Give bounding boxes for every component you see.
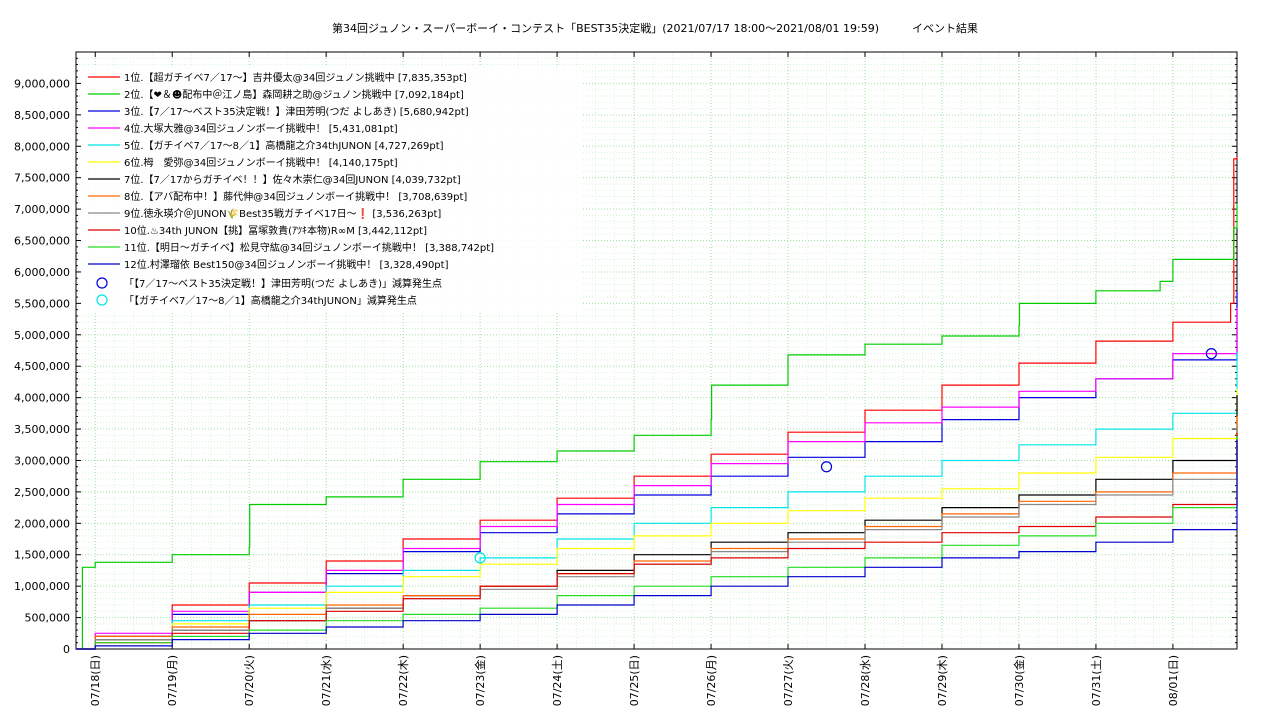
marker-point <box>1205 348 1217 360</box>
y-tick-label: 0 <box>63 643 70 656</box>
legend-background <box>82 66 582 312</box>
x-tick-label: 07/28(水) <box>859 655 872 706</box>
y-tick-label: 1,000,000 <box>14 580 70 593</box>
legend-label: 10位.♨34th JUNON【挑】冨塚敦貴(ｱﾂｷ本物)R∞M [3,442,… <box>124 224 427 237</box>
y-tick-label: 4,000,000 <box>14 392 70 405</box>
legend-label: 6位.栂 愛弥@34回ジュノンボーイ挑戦中！ [4,140,175pt] <box>124 156 398 169</box>
y-tick-label: 8,500,000 <box>14 109 70 122</box>
legend-label: 2位.【❤＆☻配布中＠江ノ島】森岡耕之助@ジュノン挑戦中 [7,092,184p… <box>124 88 464 101</box>
x-tick-label: 07/23(金) <box>473 655 487 706</box>
series-line <box>76 439 1238 650</box>
legend-label: 11位.【明日〜ガチイベ】松見守紘@34回ジュノンボーイ挑戦中！ [3,388,… <box>124 241 494 254</box>
x-tick-label: 07/21(水) <box>320 655 333 706</box>
y-tick-label: 6,000,000 <box>14 266 70 279</box>
y-tick-label: 3,500,000 <box>14 423 70 436</box>
legend-marker <box>96 277 108 289</box>
x-tick-label: 07/29(木) <box>936 655 949 706</box>
x-tick-label: 08/01(日) <box>1167 655 1180 706</box>
x-tick-label: 07/18(日) <box>89 655 102 706</box>
marker-point <box>474 552 486 564</box>
legend-label: 9位.徳永瑛介＠JUNON🌾Best35戦ガチイベ17日〜❗ [3,536,26… <box>124 207 441 220</box>
x-tick-label: 07/22(木) <box>397 655 410 706</box>
x-tick-label: 07/27(火) <box>782 655 795 706</box>
legend-label: 「【ガチイベ7／17〜8／1】高橋龍之介34thJUNON」減算発生点 <box>124 294 417 307</box>
x-tick-label: 07/30(金) <box>1012 655 1026 706</box>
legend-label: 12位.村澤瑠依 Best150@34回ジュノンボーイ挑戦中！ [3,328,4… <box>124 258 449 271</box>
series-line <box>76 351 1238 650</box>
y-tick-label: 7,500,000 <box>14 172 70 185</box>
x-tick-label: 07/25(日) <box>628 655 641 706</box>
series-line <box>76 307 1238 650</box>
y-tick-label: 9,000,000 <box>14 77 70 90</box>
y-tick-label: 4,500,000 <box>14 360 70 373</box>
chart-title: 第34回ジュノン・スーパーボーイ・コンテスト「BEST35決定戦」(2021/0… <box>331 22 979 35</box>
legend-label: 7位.【7／17からガチイベ！！】佐々木崇仁@34回JUNON [4,039,7… <box>124 173 461 186</box>
y-tick-label: 7,000,000 <box>14 203 70 216</box>
legend-label: 1位.【超ガチイベ7／17〜】吉井優太@34回ジュノン挑戦中 [7,835,35… <box>124 71 467 84</box>
y-tick-label: 500,000 <box>25 612 71 625</box>
legend: 1位.【超ガチイベ7／17〜】吉井優太@34回ジュノン挑戦中 [7,835,35… <box>88 71 494 307</box>
y-tick-label: 1,500,000 <box>14 549 70 562</box>
marker-point <box>820 461 833 473</box>
series-line <box>76 203 1238 650</box>
y-tick-label: 6,500,000 <box>14 235 70 248</box>
legend-label: 5位.【ガチイベ7／17〜8／1】高橋龍之介34thJUNON [4,727,2… <box>124 139 444 152</box>
series-line <box>76 156 1238 650</box>
x-tick-label: 07/19(月) <box>166 655 179 706</box>
y-tick-label: 5,000,000 <box>14 329 70 342</box>
legend-label: 4位.大塚大雅@34回ジュノンボーイ挑戦中！ [5,431,081pt] <box>124 122 398 135</box>
y-tick-label: 2,500,000 <box>14 486 70 499</box>
legend-marker <box>96 294 108 306</box>
series-line <box>76 432 1238 650</box>
legend-label: 3位.【7／17〜ベスト35決定戦！】津田芳明(つだ よしあき) [5,680,… <box>124 105 469 118</box>
y-tick-label: 3,000,000 <box>14 454 70 467</box>
y-tick-label: 2,000,000 <box>14 517 70 530</box>
legend-label: 8位.【アバ配布中！】藤代伸@34回ジュノンボーイ挑戦中！ [3,708,639… <box>124 190 467 203</box>
x-tick-label: 07/20(火) <box>243 655 256 706</box>
x-tick-label: 07/26(月) <box>705 655 718 706</box>
x-tick-label: 07/24(土) <box>551 655 564 706</box>
x-tick-label: 07/31(土) <box>1090 655 1103 706</box>
legend-label: 「【7／17〜ベスト35決定戦！】津田芳明(つだ よしあき)」減算発生点 <box>124 277 442 290</box>
y-tick-label: 5,500,000 <box>14 297 70 310</box>
y-tick-label: 8,000,000 <box>14 140 70 153</box>
